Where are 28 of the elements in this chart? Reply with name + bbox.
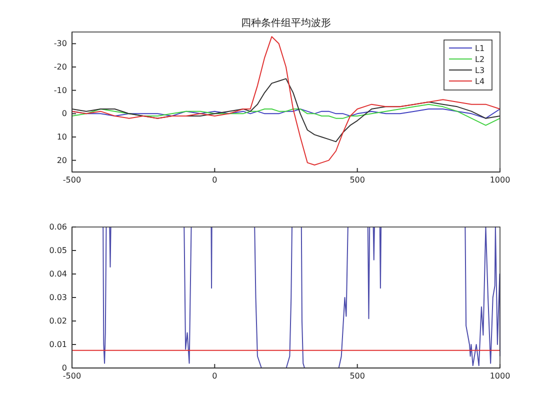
x-tick-label: 1000 (490, 372, 510, 381)
y-tick-label: 20 (56, 156, 67, 165)
legend-label: L1 (475, 44, 485, 53)
y-tick-label: 0.04 (49, 270, 67, 279)
y-tick-label: 10 (56, 132, 67, 142)
x-tick-label: 1000 (490, 176, 510, 185)
line-series (72, 104, 500, 126)
x-tick-label: -500 (62, 176, 82, 185)
x-tick-label: 0 (212, 372, 218, 381)
chart-title: 四种条件组平均波形 (241, 17, 331, 29)
x-tick-label: -500 (62, 372, 82, 381)
y-tick-label: 0.01 (49, 340, 67, 350)
legend-label: L4 (475, 77, 485, 86)
legend-label: L3 (475, 66, 485, 75)
y-tick-label: -30 (54, 39, 67, 48)
x-tick-label: 500 (350, 372, 365, 381)
y-tick-label: 0.03 (49, 293, 67, 302)
line-series (72, 36, 500, 166)
y-tick-label: 0 (62, 364, 67, 373)
y-tick-label: -10 (54, 86, 67, 95)
y-tick-label: -20 (54, 62, 67, 72)
y-tick-label: 0.02 (49, 316, 67, 326)
x-tick-label: 500 (350, 176, 365, 185)
y-tick-label: 0.06 (49, 222, 67, 232)
x-tick-label: 0 (212, 176, 218, 185)
legend-label: L2 (475, 55, 485, 64)
y-tick-label: 0 (62, 109, 67, 118)
y-tick-label: 0.05 (49, 246, 67, 256)
